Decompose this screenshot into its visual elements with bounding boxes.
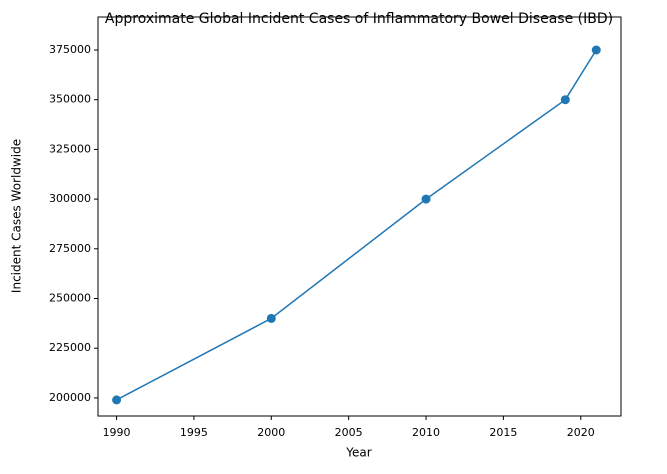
- plot-frame: [97, 16, 622, 417]
- x-axis-label: Year: [345, 446, 371, 460]
- x-tick-label: 1990: [103, 426, 131, 439]
- y-tick-label: 325000: [49, 142, 91, 155]
- x-tick-label: 2005: [335, 426, 363, 439]
- x-tick-label: 2020: [567, 426, 595, 439]
- line: [116, 49, 597, 401]
- y-tick-label: 350000: [49, 93, 91, 106]
- y-tick-label: 375000: [49, 43, 91, 56]
- point: [560, 95, 570, 105]
- x-tick-label: 2000: [257, 426, 285, 439]
- y-axis-label: Incident Cases Worldwide: [10, 139, 24, 293]
- y-tick-label: 300000: [49, 192, 91, 205]
- point: [112, 395, 122, 405]
- y-tick-label: 250000: [49, 292, 91, 305]
- x-tick-label: 1995: [180, 426, 208, 439]
- point: [266, 313, 276, 323]
- chart-title: Approximate Global Incident Cases of Inf…: [105, 11, 613, 27]
- point: [421, 194, 431, 204]
- point: [591, 45, 601, 55]
- x-tick-label: 2015: [489, 426, 517, 439]
- x-tick-label: 2010: [412, 426, 440, 439]
- y-tick-label: 200000: [49, 391, 91, 404]
- y-tick-label: 275000: [49, 242, 91, 255]
- y-tick-label: 225000: [49, 341, 91, 354]
